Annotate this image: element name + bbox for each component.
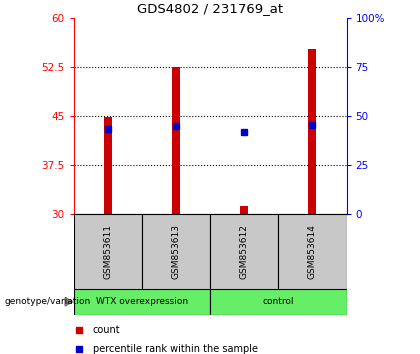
- Text: percentile rank within the sample: percentile rank within the sample: [93, 344, 257, 354]
- Bar: [104, 117, 112, 214]
- Bar: [308, 49, 317, 214]
- Bar: [210, 214, 278, 289]
- Bar: [278, 214, 346, 289]
- Text: GSM853612: GSM853612: [240, 224, 249, 279]
- Text: WTX overexpression: WTX overexpression: [96, 297, 188, 306]
- Bar: [210, 289, 346, 315]
- Text: count: count: [93, 325, 120, 336]
- Bar: [240, 206, 248, 214]
- Bar: [74, 214, 142, 289]
- Text: GSM853611: GSM853611: [103, 224, 112, 279]
- Bar: [172, 67, 180, 214]
- Bar: [142, 214, 210, 289]
- Polygon shape: [65, 297, 73, 306]
- Bar: [74, 289, 210, 315]
- Text: genotype/variation: genotype/variation: [4, 297, 90, 306]
- Title: GDS4802 / 231769_at: GDS4802 / 231769_at: [137, 2, 283, 15]
- Text: GSM853613: GSM853613: [171, 224, 180, 279]
- Text: GSM853614: GSM853614: [308, 224, 317, 279]
- Text: control: control: [262, 297, 294, 306]
